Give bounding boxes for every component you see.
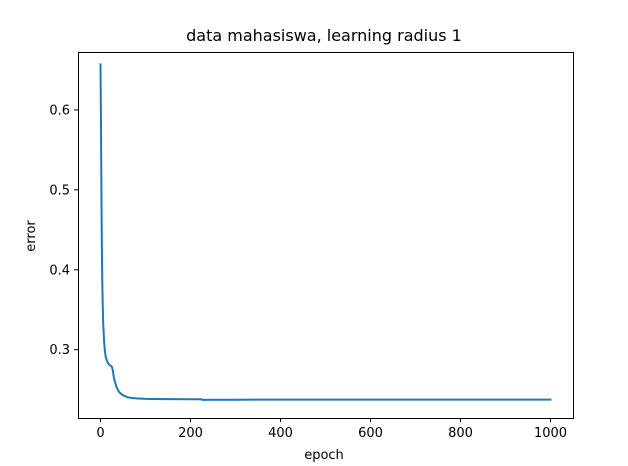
- plot-layer: [99, 63, 552, 401]
- y-tick-label: 0.5: [49, 183, 70, 198]
- series-line-1: [99, 63, 552, 401]
- chart-title: data mahasiswa, learning radius 1: [186, 26, 462, 45]
- axes-frame: [78, 52, 574, 419]
- y-tick-label: 0.3: [49, 343, 70, 358]
- y-tick-label: 0.6: [49, 103, 70, 118]
- y-axis-ticks: 0.3 0.4 0.5 0.6: [49, 103, 78, 358]
- x-tick-label: 200: [178, 426, 203, 441]
- y-axis-label: error: [24, 220, 39, 252]
- x-tick-label: 800: [448, 426, 473, 441]
- x-tick-label: 1000: [534, 426, 567, 441]
- x-tick-label: 600: [358, 426, 383, 441]
- y-tick-label: 0.4: [49, 263, 70, 278]
- x-tick-label: 400: [268, 426, 293, 441]
- x-axis-label: epoch: [304, 448, 344, 463]
- x-axis-ticks: 0 200 400 600 800 1000: [96, 418, 567, 441]
- x-tick-label: 0: [96, 426, 104, 441]
